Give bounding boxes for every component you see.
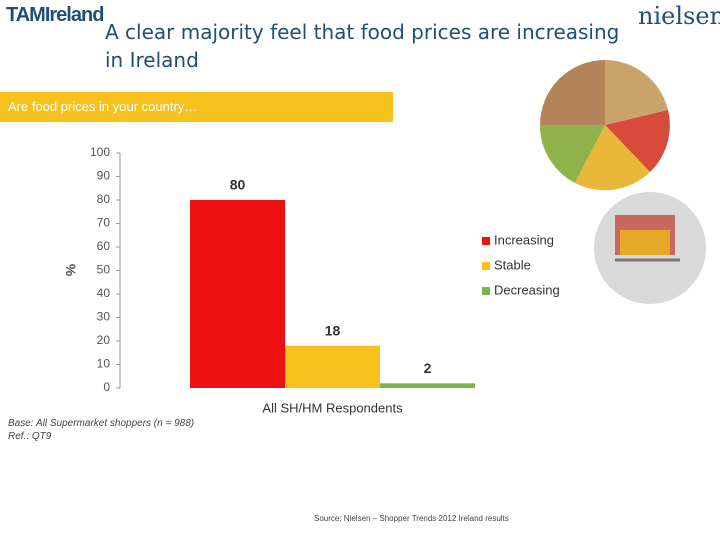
title: A clear majority feel that food prices a… xyxy=(105,20,620,72)
y-tick-label: 50 xyxy=(97,263,111,277)
footnote: Ref.: QT9 xyxy=(8,431,52,442)
legend-label: Increasing xyxy=(494,232,554,247)
y-axis-label: % xyxy=(63,263,79,276)
y-tick-label: 30 xyxy=(97,310,111,324)
footnote: Base: All Supermarket shoppers (n = 988) xyxy=(8,418,195,429)
legend-label: Decreasing xyxy=(494,282,560,297)
logo: TAMIreland xyxy=(6,4,104,26)
subtitle: Are food prices in your country… xyxy=(8,99,198,114)
logo: nielsen xyxy=(638,2,720,30)
data-label: 80 xyxy=(230,177,246,193)
data-label: 2 xyxy=(424,360,432,376)
legend-swatch xyxy=(482,237,490,245)
legend-swatch xyxy=(482,287,490,295)
y-tick-label: 70 xyxy=(97,216,111,230)
bar xyxy=(190,200,285,388)
legend-label: Stable xyxy=(494,257,531,272)
y-tick-label: 90 xyxy=(97,169,111,183)
y-tick-label: 60 xyxy=(97,239,111,253)
banner xyxy=(0,92,393,122)
y-tick-label: 40 xyxy=(97,286,111,300)
cart-image xyxy=(594,192,706,304)
y-tick-label: 0 xyxy=(103,380,110,394)
food-image xyxy=(539,60,670,191)
data-label: 18 xyxy=(325,322,341,338)
y-tick-label: 80 xyxy=(97,192,111,206)
bar xyxy=(285,345,380,388)
y-tick-label: 20 xyxy=(97,333,111,347)
y-tick-label: 10 xyxy=(97,357,111,371)
source: Source: Nielsen – Shopper Trends 2012 Ir… xyxy=(314,514,509,523)
bar xyxy=(380,383,475,388)
y-tick-label: 100 xyxy=(90,145,110,159)
x-tick-label: All SH/HM Respondents xyxy=(262,400,403,415)
legend-swatch xyxy=(482,262,490,270)
